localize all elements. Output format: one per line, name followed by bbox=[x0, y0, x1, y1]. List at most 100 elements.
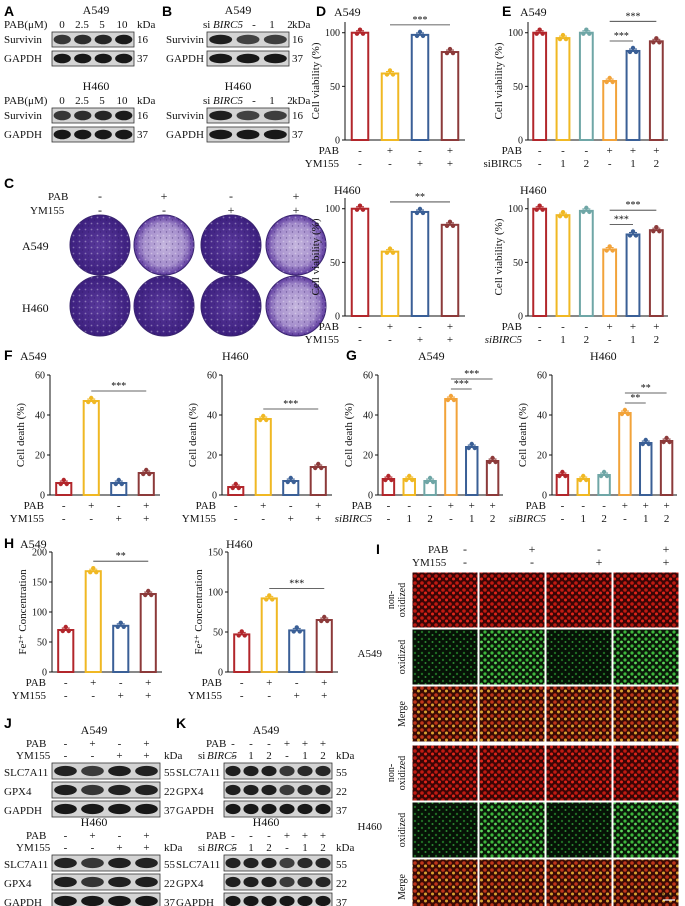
condition-sign: - bbox=[407, 500, 411, 512]
data-point bbox=[633, 49, 639, 55]
condition-sign: 2 bbox=[654, 158, 660, 170]
y-tick-label: 100 bbox=[325, 28, 340, 39]
blot-row-gapdh: GAPDH bbox=[4, 129, 42, 141]
y-tick-label: 20 bbox=[537, 451, 547, 462]
blot-b-survivin-band bbox=[236, 34, 260, 45]
condition-sign: - bbox=[295, 677, 299, 689]
blot-b-survivin-band bbox=[236, 110, 260, 121]
data-point bbox=[557, 36, 563, 42]
blot-a-gapdh-band bbox=[94, 53, 112, 64]
blot-jk-band-band bbox=[243, 765, 259, 777]
y-tick-label: 50 bbox=[513, 82, 523, 93]
blot-jk-band-band bbox=[315, 784, 331, 796]
condition-sign: - bbox=[561, 500, 565, 512]
blot-cell-label: H460 bbox=[225, 79, 252, 93]
bar bbox=[288, 629, 306, 674]
data-point bbox=[94, 570, 99, 575]
micro-image-red bbox=[545, 744, 613, 802]
micro-image-green bbox=[612, 801, 680, 859]
colony-dish-texture bbox=[134, 215, 194, 275]
data-point bbox=[288, 475, 293, 481]
data-point bbox=[58, 481, 63, 487]
blot-ym-label: YM155 bbox=[16, 842, 51, 854]
condition-sign: - bbox=[428, 500, 432, 512]
dish-ym-sign: - bbox=[98, 203, 102, 217]
blot-jk-band-band bbox=[261, 784, 277, 796]
micro-image-red bbox=[478, 571, 546, 629]
blot-sign: + bbox=[116, 750, 122, 762]
y-axis-label: Cell viability (%) bbox=[493, 42, 505, 119]
blot-kda-header: kDa bbox=[336, 842, 354, 854]
blot-jk-band-band bbox=[279, 784, 295, 796]
condition-sign: + bbox=[663, 500, 669, 512]
y-tick-label: 100 bbox=[32, 608, 47, 619]
panel-letter-h: H bbox=[4, 535, 14, 551]
data-point bbox=[113, 481, 118, 487]
condition-row-label: siBIRC5 bbox=[335, 513, 373, 525]
blot-jk-band-band bbox=[135, 784, 158, 796]
blot-b-survivin-band bbox=[209, 110, 233, 121]
data-point bbox=[291, 479, 296, 485]
colony-dish-texture bbox=[266, 276, 326, 336]
blot-jk-band-band bbox=[54, 765, 77, 777]
data-point bbox=[581, 31, 586, 36]
data-point bbox=[147, 471, 152, 477]
chart-cell-label: H460 bbox=[222, 349, 249, 363]
data-point bbox=[143, 592, 148, 598]
blot-kda: 37 bbox=[336, 805, 348, 817]
blot-row-survivin: Survivin bbox=[4, 34, 42, 46]
data-point bbox=[242, 633, 247, 638]
blot-jk-band-band bbox=[297, 803, 313, 815]
blot-a-survivin-band bbox=[94, 110, 112, 121]
blot-jk-band-band bbox=[279, 857, 295, 869]
bar bbox=[410, 210, 430, 317]
blot-sign: + bbox=[143, 750, 149, 762]
data-point bbox=[667, 439, 672, 445]
condition-sign: + bbox=[387, 145, 393, 157]
blot-sign: 1 bbox=[248, 842, 254, 854]
blot-jk-band-band bbox=[279, 765, 295, 777]
condition-sign: - bbox=[538, 158, 542, 170]
panel-letter-i: I bbox=[376, 541, 380, 557]
micro-ym-label: YM155 bbox=[412, 557, 447, 569]
blot-sign: 2 bbox=[320, 750, 326, 762]
data-point bbox=[654, 224, 659, 230]
condition-sign: - bbox=[62, 513, 66, 525]
dish-ym155-label: YM155 bbox=[30, 205, 65, 217]
condition-sign: - bbox=[358, 321, 362, 333]
chart-cell-label: A549 bbox=[520, 5, 547, 19]
blot-jk-band-band bbox=[297, 895, 313, 906]
y-axis-label: Cell viability (%) bbox=[310, 42, 322, 119]
blot-kda: 22 bbox=[164, 878, 175, 890]
condition-sign: - bbox=[267, 690, 271, 702]
bar bbox=[532, 207, 548, 318]
data-point bbox=[319, 465, 324, 471]
blot-jk-band-band bbox=[135, 876, 158, 888]
data-point bbox=[121, 624, 126, 629]
bar bbox=[648, 40, 664, 141]
blot-jk-band-band bbox=[225, 876, 241, 888]
blot-a-gapdh-band bbox=[94, 129, 112, 140]
blot-jk-band-band bbox=[261, 765, 277, 777]
blot-jk-band-frame bbox=[51, 873, 161, 891]
condition-sign: + bbox=[607, 145, 613, 157]
condition-sign: + bbox=[118, 690, 124, 702]
blot-cell-label: H460 bbox=[81, 815, 108, 829]
blot-a-survivin-band bbox=[53, 34, 71, 45]
panel-letter-g: G bbox=[346, 347, 357, 363]
blot-sign: - bbox=[249, 738, 253, 750]
blot-row-gapdh: GAPDH bbox=[4, 53, 42, 65]
colony-dish-texture bbox=[70, 215, 130, 275]
sig-label: *** bbox=[464, 369, 479, 380]
sig-label: *** bbox=[614, 214, 629, 225]
data-point bbox=[119, 481, 124, 487]
blot-b-gapdh-band bbox=[263, 129, 287, 140]
data-point bbox=[610, 79, 615, 85]
blot-jk-band-band bbox=[315, 803, 331, 815]
data-point bbox=[66, 628, 71, 634]
blot-sign: 1 bbox=[302, 750, 308, 762]
data-point bbox=[627, 233, 633, 238]
data-point bbox=[584, 27, 589, 32]
y-tick-label: 200 bbox=[32, 548, 47, 559]
